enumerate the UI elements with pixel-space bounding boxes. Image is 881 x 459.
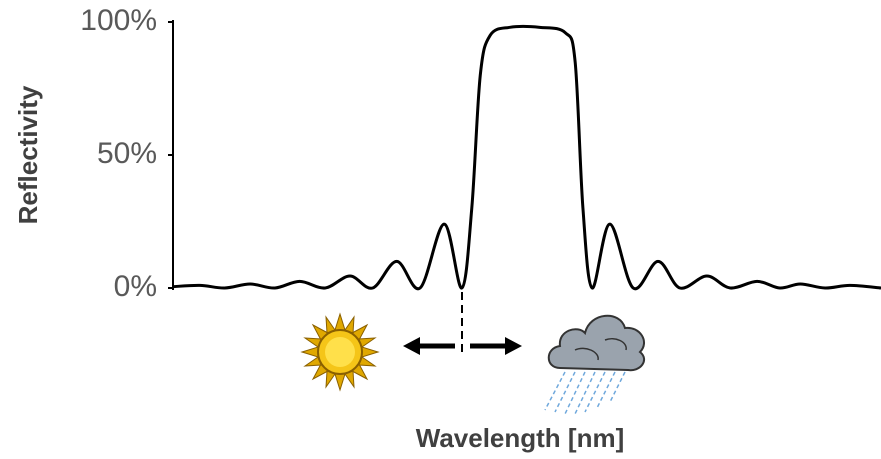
y-axis-title: Reflectivity [13,85,43,224]
arrow-left [403,337,455,355]
reflectivity-line [172,24,881,291]
y-tick-label: 0% [114,270,157,303]
x-axis-title: Wavelength [nm] [416,423,624,453]
arrow-right [470,337,522,355]
y-tick-label: 100% [80,4,157,37]
y-tick-label: 50% [97,137,157,170]
cloud-icon [544,314,646,415]
sun-icon [300,312,380,392]
